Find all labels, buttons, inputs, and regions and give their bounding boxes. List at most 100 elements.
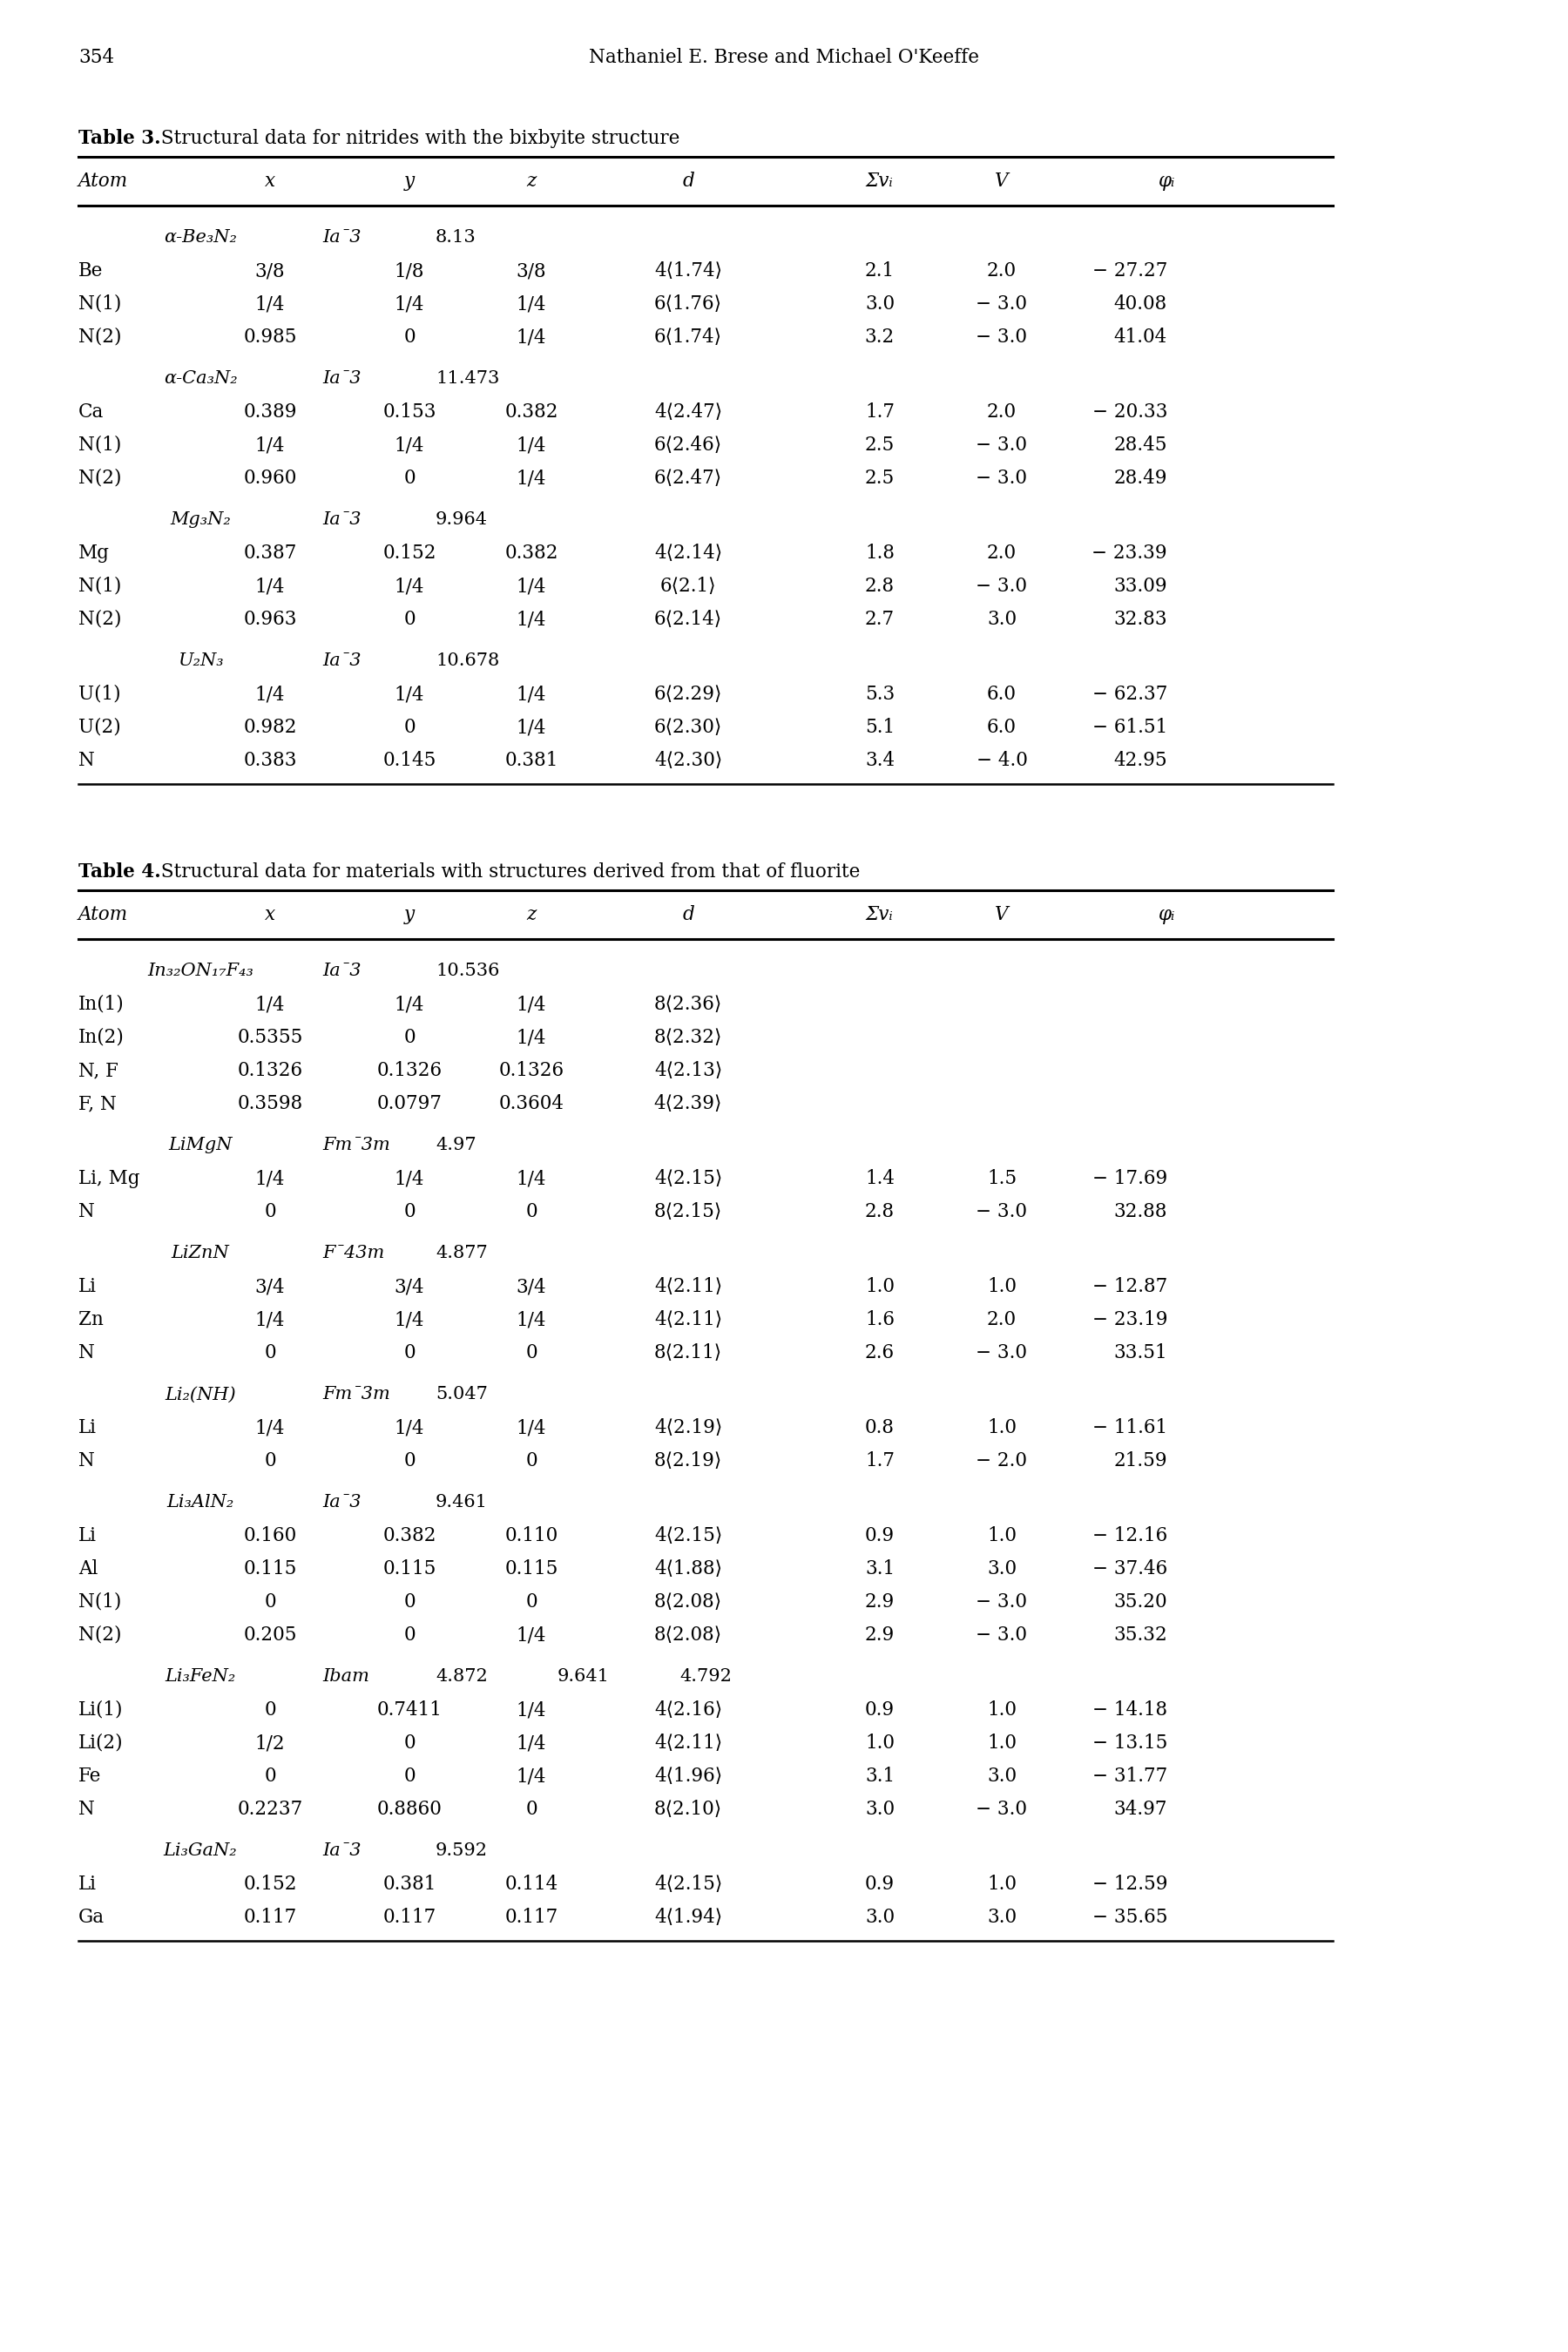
Text: − 3.0: − 3.0 bbox=[975, 435, 1027, 454]
Text: x: x bbox=[265, 172, 276, 191]
Text: 1/4: 1/4 bbox=[516, 327, 546, 346]
Text: 4⟨2.13⟩: 4⟨2.13⟩ bbox=[654, 1061, 723, 1080]
Text: 8.13: 8.13 bbox=[436, 230, 477, 247]
Text: 1.0: 1.0 bbox=[986, 1277, 1016, 1296]
Text: 6⟨2.47⟩: 6⟨2.47⟩ bbox=[654, 468, 723, 487]
Text: Table 4.: Table 4. bbox=[78, 863, 162, 882]
Text: 4.792: 4.792 bbox=[679, 1668, 732, 1684]
Text: 0: 0 bbox=[263, 1343, 276, 1362]
Text: 0: 0 bbox=[403, 1451, 416, 1470]
Text: Fe: Fe bbox=[78, 1766, 102, 1785]
Text: 5.047: 5.047 bbox=[436, 1385, 488, 1402]
Text: 0: 0 bbox=[403, 717, 416, 736]
Text: N: N bbox=[78, 1451, 94, 1470]
Text: Ca: Ca bbox=[78, 402, 103, 421]
Text: LiMgN: LiMgN bbox=[168, 1138, 232, 1155]
Text: Nathaniel E. Brese and Michael O'Keeffe: Nathaniel E. Brese and Michael O'Keeffe bbox=[590, 47, 978, 68]
Text: In₃₂ON₁₇F₄₃: In₃₂ON₁₇F₄₃ bbox=[147, 962, 254, 978]
Text: Li, Mg: Li, Mg bbox=[78, 1169, 140, 1188]
Text: 0.3598: 0.3598 bbox=[237, 1094, 303, 1112]
Text: 0.982: 0.982 bbox=[243, 717, 296, 736]
Text: N: N bbox=[78, 1799, 94, 1818]
Text: 3.0: 3.0 bbox=[986, 1907, 1016, 1926]
Text: 3/8: 3/8 bbox=[256, 261, 285, 280]
Text: 1/4: 1/4 bbox=[256, 995, 285, 1014]
Text: Structural data for materials with structures derived from that of fluorite: Structural data for materials with struc… bbox=[155, 863, 861, 882]
Text: 33.09: 33.09 bbox=[1113, 576, 1167, 595]
Text: − 12.59: − 12.59 bbox=[1091, 1875, 1167, 1893]
Text: 1/4: 1/4 bbox=[516, 1700, 546, 1719]
Text: Atom: Atom bbox=[78, 172, 129, 191]
Text: 0.114: 0.114 bbox=[505, 1875, 558, 1893]
Text: 0.1326: 0.1326 bbox=[499, 1061, 564, 1080]
Text: 8⟨2.36⟩: 8⟨2.36⟩ bbox=[654, 995, 723, 1014]
Text: 0.960: 0.960 bbox=[243, 468, 296, 487]
Text: 32.88: 32.88 bbox=[1113, 1202, 1167, 1221]
Text: 1.0: 1.0 bbox=[986, 1700, 1016, 1719]
Text: N: N bbox=[78, 750, 94, 769]
Text: N(2): N(2) bbox=[78, 609, 122, 628]
Text: 1.0: 1.0 bbox=[986, 1733, 1016, 1752]
Text: 8⟨2.19⟩: 8⟨2.19⟩ bbox=[654, 1451, 723, 1470]
Text: 3/8: 3/8 bbox=[516, 261, 547, 280]
Text: 1/4: 1/4 bbox=[516, 1418, 546, 1437]
Text: 8⟨2.32⟩: 8⟨2.32⟩ bbox=[654, 1028, 723, 1047]
Text: V: V bbox=[996, 172, 1008, 191]
Text: U(1): U(1) bbox=[78, 684, 121, 703]
Text: 4.872: 4.872 bbox=[436, 1668, 488, 1684]
Text: 9.641: 9.641 bbox=[558, 1668, 610, 1684]
Text: 4⟨1.96⟩: 4⟨1.96⟩ bbox=[654, 1766, 723, 1785]
Text: − 3.0: − 3.0 bbox=[975, 1799, 1027, 1818]
Text: 6.0: 6.0 bbox=[986, 717, 1016, 736]
Text: − 23.39: − 23.39 bbox=[1091, 543, 1167, 562]
Text: Ia¯3: Ia¯3 bbox=[323, 513, 361, 529]
Text: 1/4: 1/4 bbox=[516, 609, 546, 628]
Text: 0: 0 bbox=[525, 1451, 538, 1470]
Text: 1/4: 1/4 bbox=[516, 1310, 546, 1329]
Text: 0.115: 0.115 bbox=[383, 1559, 436, 1578]
Text: 4.877: 4.877 bbox=[436, 1244, 488, 1261]
Text: 3.0: 3.0 bbox=[866, 1907, 895, 1926]
Text: 4⟨2.15⟩: 4⟨2.15⟩ bbox=[654, 1169, 723, 1188]
Text: 1/4: 1/4 bbox=[516, 1028, 546, 1047]
Text: In(2): In(2) bbox=[78, 1028, 124, 1047]
Text: F¯43m: F¯43m bbox=[323, 1244, 384, 1261]
Text: N: N bbox=[78, 1202, 94, 1221]
Text: 4⟨2.19⟩: 4⟨2.19⟩ bbox=[654, 1418, 723, 1437]
Text: N(1): N(1) bbox=[78, 1592, 121, 1611]
Text: 1/4: 1/4 bbox=[516, 1625, 546, 1644]
Text: 0.9: 0.9 bbox=[866, 1526, 895, 1545]
Text: F, N: F, N bbox=[78, 1094, 116, 1112]
Text: 4⟨2.30⟩: 4⟨2.30⟩ bbox=[654, 750, 723, 769]
Text: 0.3604: 0.3604 bbox=[499, 1094, 564, 1112]
Text: Al: Al bbox=[78, 1559, 97, 1578]
Text: 1/4: 1/4 bbox=[516, 468, 546, 487]
Text: 1/4: 1/4 bbox=[516, 717, 546, 736]
Text: − 31.77: − 31.77 bbox=[1093, 1766, 1167, 1785]
Text: 0: 0 bbox=[263, 1451, 276, 1470]
Text: 0: 0 bbox=[403, 1202, 416, 1221]
Text: 0: 0 bbox=[263, 1202, 276, 1221]
Text: 4⟨2.14⟩: 4⟨2.14⟩ bbox=[654, 543, 723, 562]
Text: Li₃FeN₂: Li₃FeN₂ bbox=[165, 1668, 235, 1684]
Text: 3/4: 3/4 bbox=[394, 1277, 425, 1296]
Text: φᵢ: φᵢ bbox=[1159, 172, 1176, 191]
Text: 2.9: 2.9 bbox=[866, 1625, 895, 1644]
Text: N, F: N, F bbox=[78, 1061, 118, 1080]
Text: 3/4: 3/4 bbox=[256, 1277, 285, 1296]
Text: α-Ca₃N₂: α-Ca₃N₂ bbox=[163, 372, 237, 388]
Text: 0: 0 bbox=[403, 1625, 416, 1644]
Text: 2.5: 2.5 bbox=[866, 468, 895, 487]
Text: N(2): N(2) bbox=[78, 1625, 122, 1644]
Text: V: V bbox=[996, 906, 1008, 924]
Text: Σvᵢ: Σvᵢ bbox=[866, 172, 894, 191]
Text: 1/4: 1/4 bbox=[256, 684, 285, 703]
Text: 8⟨2.08⟩: 8⟨2.08⟩ bbox=[654, 1592, 723, 1611]
Text: 0.382: 0.382 bbox=[505, 543, 558, 562]
Text: 1/4: 1/4 bbox=[395, 294, 425, 313]
Text: 0: 0 bbox=[525, 1343, 538, 1362]
Text: 0: 0 bbox=[525, 1592, 538, 1611]
Text: 0: 0 bbox=[403, 327, 416, 346]
Text: Li(2): Li(2) bbox=[78, 1733, 124, 1752]
Text: 0.381: 0.381 bbox=[505, 750, 558, 769]
